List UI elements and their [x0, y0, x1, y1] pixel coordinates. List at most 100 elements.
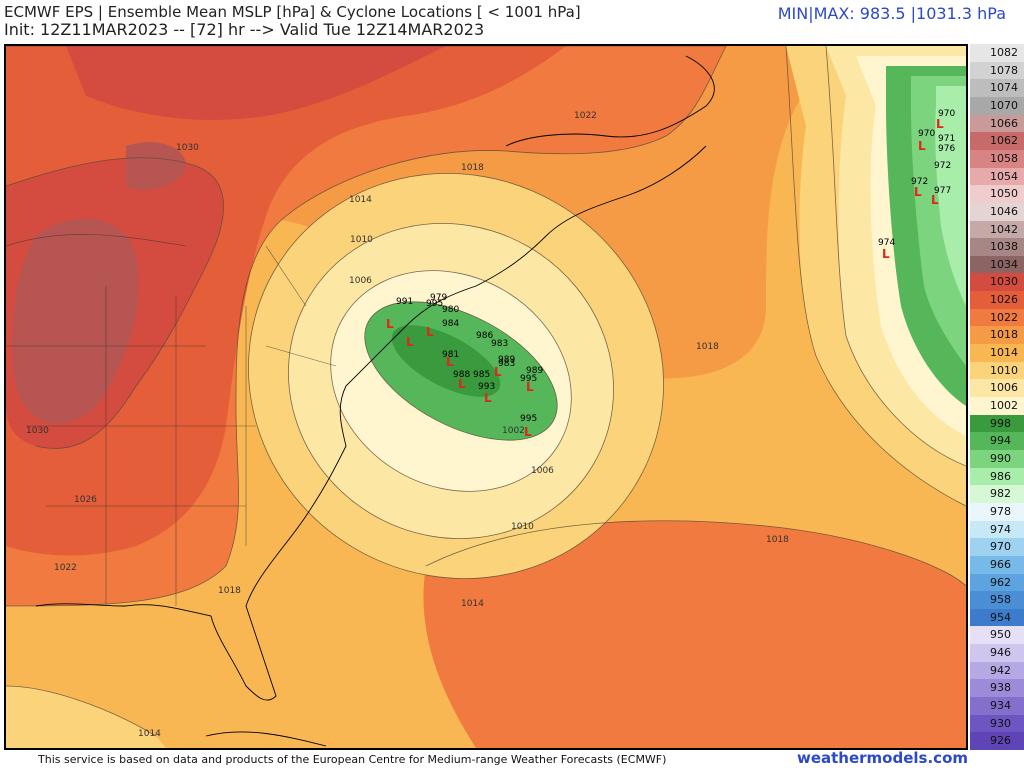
cyclone-cluster-coast: 991 979 995 980 984 986 983 981 989 988 …	[386, 293, 543, 439]
colorbar-label: 998	[990, 416, 1011, 430]
colorbar-label: 1062	[990, 134, 1018, 148]
colorbar-label: 1050	[990, 187, 1018, 201]
colorbar-label: 994	[990, 434, 1011, 448]
svg-text:L: L	[484, 391, 492, 405]
colorbar-label: 958	[990, 593, 1011, 607]
svg-text:L: L	[458, 377, 466, 391]
svg-text:L: L	[494, 365, 502, 379]
colorbar-label: 946	[990, 646, 1011, 660]
colorbar-label: 1006	[990, 381, 1018, 395]
isobar-label: 1014	[461, 599, 484, 609]
svg-text:L: L	[918, 139, 926, 153]
colorbar-label: 1082	[990, 46, 1018, 59]
cyclone-cluster-atlantic: 970 970 971 976 972 972 977 974 L L L L …	[878, 109, 955, 261]
colorbar-swatch: 998	[970, 414, 1024, 433]
colorbar-swatch: 1042	[970, 220, 1024, 239]
coastlines	[35, 55, 715, 747]
colorbar-label: 934	[990, 699, 1011, 713]
colorbar-label: 1038	[990, 240, 1018, 254]
cyclone-value: 972	[911, 177, 928, 187]
colorbar-label: 1002	[990, 399, 1018, 412]
field-1034	[12, 218, 139, 424]
colorbar-label: 1010	[990, 363, 1018, 377]
field-1030-north	[66, 46, 446, 120]
svg-text:L: L	[914, 185, 922, 199]
cyclone-value: 979	[430, 293, 447, 303]
isobar-label: 1018	[218, 586, 241, 596]
cyclone-value: 983	[498, 359, 515, 369]
svg-text:L: L	[526, 380, 534, 394]
colorbar-swatch: 978	[970, 502, 1024, 522]
colorbar-label: 930	[990, 716, 1011, 730]
colorbar-label: 938	[990, 681, 1011, 695]
isobar-label: 1030	[176, 143, 199, 153]
colorbar-swatch: 942	[970, 661, 1024, 680]
cyclone-value: 976	[938, 144, 955, 154]
colorbar-label: 1014	[990, 346, 1018, 360]
isobar-label: 1022	[54, 563, 77, 573]
colorbar-swatch: 982	[970, 485, 1024, 504]
cyclone-value: 981	[442, 350, 459, 360]
cyclone-value: 993	[478, 382, 495, 392]
colorbar-swatch: 1034	[970, 255, 1024, 274]
map-title-block: ECMWF EPS | Ensemble Mean MSLP [hPa] & C…	[4, 3, 581, 39]
colorbar-label: 1026	[990, 293, 1018, 307]
colorbar-swatch: 1062	[970, 132, 1024, 151]
colorbar-swatch: 1058	[970, 149, 1024, 169]
map-title: ECMWF EPS | Ensemble Mean MSLP [hPa] & C…	[4, 3, 581, 21]
colorbar-label: 966	[990, 557, 1011, 571]
colorbar-label: 962	[990, 575, 1011, 589]
colorbar-swatch: 1070	[970, 96, 1024, 116]
field-1034-small	[126, 142, 186, 190]
map-canvas: 1030 1030 1026 1022 1022 1018 1018 1018 …	[6, 46, 966, 748]
isobar-label: 1026	[74, 495, 97, 505]
field-986-east	[935, 86, 966, 306]
isobar-label: 1010	[511, 522, 534, 532]
field-994	[391, 325, 501, 397]
isobar-label: 1018	[766, 535, 789, 545]
svg-text:L: L	[446, 355, 454, 369]
colorbar-swatch: 1006	[970, 379, 1024, 398]
colorbar-swatch: 1054	[970, 167, 1024, 186]
cyclone-value: 989	[526, 366, 543, 376]
colorbar-label: 954	[990, 610, 1011, 624]
colorbar-swatch: 938	[970, 679, 1024, 698]
colorbar-swatch: 994	[970, 432, 1024, 451]
colorbar-label: 978	[990, 504, 1011, 518]
colorbar-label: 974	[990, 522, 1011, 536]
cyclone-value: 988	[453, 370, 470, 380]
colorbar-swatch: 990	[970, 449, 1024, 469]
colorbar-label: 950	[990, 628, 1011, 642]
isobar-label: 1006	[349, 276, 372, 286]
svg-text:L: L	[931, 193, 939, 207]
colorbar-swatch: 930	[970, 714, 1024, 733]
svg-text:L: L	[524, 425, 532, 439]
cyclone-value: 995	[520, 414, 537, 424]
isobar-label: 1018	[461, 163, 484, 173]
field-1022-southeast	[423, 520, 966, 748]
cyclone-value: 977	[934, 186, 951, 196]
cyclone-value: 995	[520, 374, 537, 384]
colorbar-swatch: 950	[970, 626, 1024, 645]
isobar-label: 1010	[350, 235, 373, 245]
cyclone-value: 970	[918, 129, 935, 139]
cyclone-value: 991	[396, 297, 413, 307]
attribution-text: This service is based on data and produc…	[38, 753, 667, 766]
state-borders	[6, 234, 337, 606]
isobar-label: 1006	[531, 466, 554, 476]
colorbar-label: 1046	[990, 204, 1018, 218]
colorbar-label: 1022	[990, 310, 1018, 324]
colorbar-swatch: 1074	[970, 79, 1024, 98]
isobar-label: 1002	[502, 426, 525, 436]
map-subtitle: Init: 12Z11MAR2023 -- [72] hr --> Valid …	[4, 20, 485, 39]
colorbar-swatch: 926	[970, 732, 1024, 751]
colorbar-label: 1074	[990, 81, 1018, 95]
minmax-readout: MIN|MAX: 983.5 |1031.3 hPa	[777, 4, 1006, 23]
cyclone-value: 985	[473, 370, 490, 380]
colorbar-label: 942	[990, 663, 1011, 677]
brand-link[interactable]: weathermodels.com	[796, 749, 968, 767]
isobar-label: 1018	[696, 342, 719, 352]
colorbar-swatch: 1022	[970, 308, 1024, 327]
colorbar-label: 982	[990, 487, 1011, 501]
svg-text:L: L	[386, 317, 394, 331]
